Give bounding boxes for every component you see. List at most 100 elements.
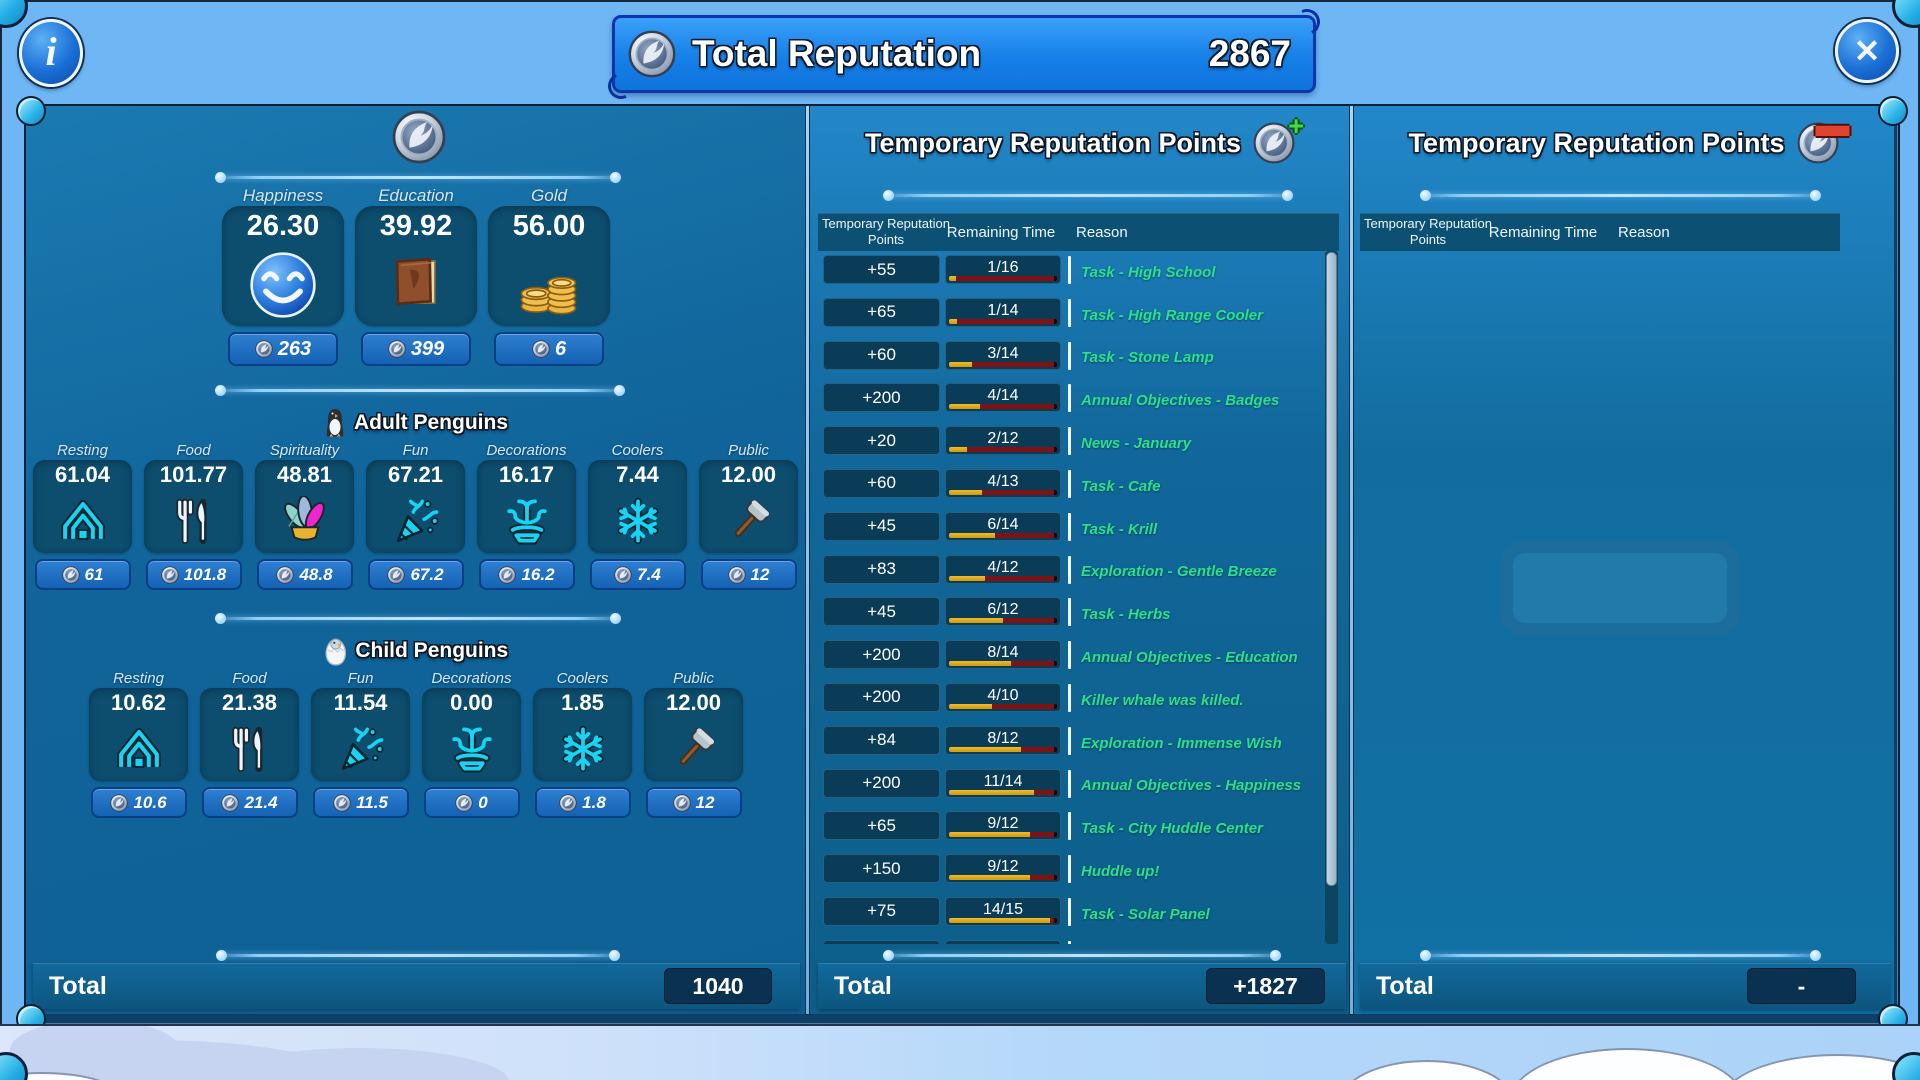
medal-icon [614, 565, 632, 584]
total-value: 1040 [664, 968, 772, 1004]
time-box: 4/14 [945, 383, 1061, 413]
stat-value: 10.62 [110, 690, 167, 715]
stat-value: 11.54 [333, 690, 388, 715]
stat-tile: 48.81 [255, 460, 354, 553]
reason-text: Task - High School [1081, 263, 1216, 281]
stat-cell: Food 21.38 [200, 670, 299, 818]
empty-list-watermark [1500, 540, 1740, 636]
reputation-row: +200 11/14 Annual Objectives - Happiness [818, 765, 1339, 808]
section-header-child: Child Penguins [26, 636, 806, 666]
time-progress-track [949, 875, 1057, 881]
close-icon: ✕ [1853, 33, 1881, 69]
scrollbar[interactable] [1325, 251, 1338, 944]
points-box: +65 [823, 297, 940, 327]
stat-cell: Gold 56.00 [488, 186, 610, 366]
stat-value: 39.92 [379, 210, 453, 242]
close-button[interactable]: ✕ [1835, 19, 1899, 83]
medal-icon [455, 793, 474, 812]
time-progress-track [949, 703, 1057, 709]
panel-corner-accent [16, 96, 46, 126]
time-progress-fill [949, 361, 973, 367]
points-box: +200 [823, 682, 940, 712]
row-divider [1068, 427, 1071, 456]
points-box: +65 [823, 811, 940, 841]
row-divider [1068, 256, 1071, 284]
time-box: 8/14 [945, 640, 1061, 670]
reason-text: Annual Objectives - Happiness [1081, 777, 1302, 795]
reputation-row: +83 4/12 Exploration - Gentle Breeze [818, 551, 1339, 594]
time-box: 6/14 [945, 511, 1061, 541]
reason-text: News - January [1081, 435, 1192, 453]
points-box: +84 [823, 725, 940, 755]
medal-icon [255, 340, 273, 358]
child-stats-row: Resting 10.62 [89, 670, 743, 818]
stat-tile: 61.04 [33, 460, 132, 553]
stat-badge: 0 [423, 787, 520, 818]
points-box: +200 [823, 768, 940, 798]
gain-total-bar: Total +1827 [818, 963, 1346, 1009]
stat-cell: Coolers 1.85 [533, 670, 632, 818]
total-value: +1827 [1206, 968, 1325, 1004]
stat-cell: Education 39.92 [355, 186, 477, 366]
time-value: 4/10 [987, 686, 1019, 704]
time-progress-track [949, 532, 1057, 538]
badge-value: 12 [750, 564, 770, 584]
stat-icon [336, 716, 386, 781]
row-divider [1068, 769, 1071, 798]
time-progress-track [949, 404, 1057, 410]
badge-value: 67.2 [410, 564, 444, 584]
info-icon: i [45, 28, 57, 74]
adult-stats-row: Resting 61.04 [33, 442, 798, 590]
time-value: 1/16 [987, 259, 1019, 276]
loss-panel-header: Temporary Reputation Points ▬ [1353, 108, 1894, 166]
stat-value: 12.00 [720, 462, 777, 487]
reason-text: Task - Cafe [1081, 477, 1161, 495]
reputation-row: +45 6/14 Task - Krill [818, 508, 1339, 551]
divider [216, 950, 620, 961]
info-button[interactable]: i [19, 19, 83, 87]
medal-icon [727, 565, 746, 584]
stat-label: Fun [402, 442, 429, 459]
stat-label: Public [673, 670, 714, 687]
title-bar-corner-accent [1290, 5, 1324, 39]
stat-tile: 7.44 [588, 460, 687, 553]
time-value: 4/14 [987, 387, 1019, 405]
stat-icon [169, 488, 219, 553]
time-progress-track [949, 917, 1057, 923]
time-box: 4/10 [945, 682, 1061, 712]
reason-text: Huddle up! [1081, 863, 1160, 881]
column-header-points: Temporary Reputation Points [822, 216, 950, 247]
stat-tile: 1.85 [533, 688, 632, 781]
time-value: 9/12 [987, 815, 1019, 833]
time-value: 3/14 [987, 344, 1019, 362]
reputation-row: +45 6/12 Task - Herbs [818, 593, 1339, 636]
stat-tile: 0.00 [422, 688, 521, 781]
stat-badge: 67.2 [367, 559, 464, 590]
stat-tile: 21.38 [200, 688, 299, 781]
stat-icon [724, 488, 774, 553]
penguin-icon [324, 408, 346, 438]
stat-label: Decorations [431, 670, 512, 687]
window-total-value: 2867 [1208, 33, 1291, 74]
time-progress-fill [949, 318, 957, 324]
stat-icon [249, 243, 317, 326]
cloud [1340, 1060, 1514, 1080]
medal-icon [276, 565, 295, 584]
stat-value: 7.44 [616, 462, 659, 487]
stat-tile: 101.77 [144, 460, 243, 553]
reputation-row: +200 8/14 Annual Objectives - Education [818, 636, 1339, 679]
time-box: 11/14 [945, 768, 1061, 798]
gain-table-header: Temporary Reputation Points Remaining Ti… [818, 213, 1339, 251]
time-box: 6/12 [945, 597, 1061, 627]
scrollbar-thumb[interactable] [1326, 252, 1337, 886]
stat-cell: Decorations 16.17 [477, 442, 576, 590]
reputation-row: +65 1/14 Task - High Range Cooler [818, 294, 1339, 337]
time-progress-fill [949, 575, 985, 581]
row-divider [1068, 855, 1071, 884]
reason-text: Task - Solar Panel [1081, 905, 1210, 923]
badge-value: 263 [277, 337, 312, 360]
medal-icon [498, 565, 517, 584]
stat-value: 67.21 [387, 462, 444, 487]
medal-icon [532, 340, 550, 358]
stat-tile: 10.62 [89, 688, 188, 781]
